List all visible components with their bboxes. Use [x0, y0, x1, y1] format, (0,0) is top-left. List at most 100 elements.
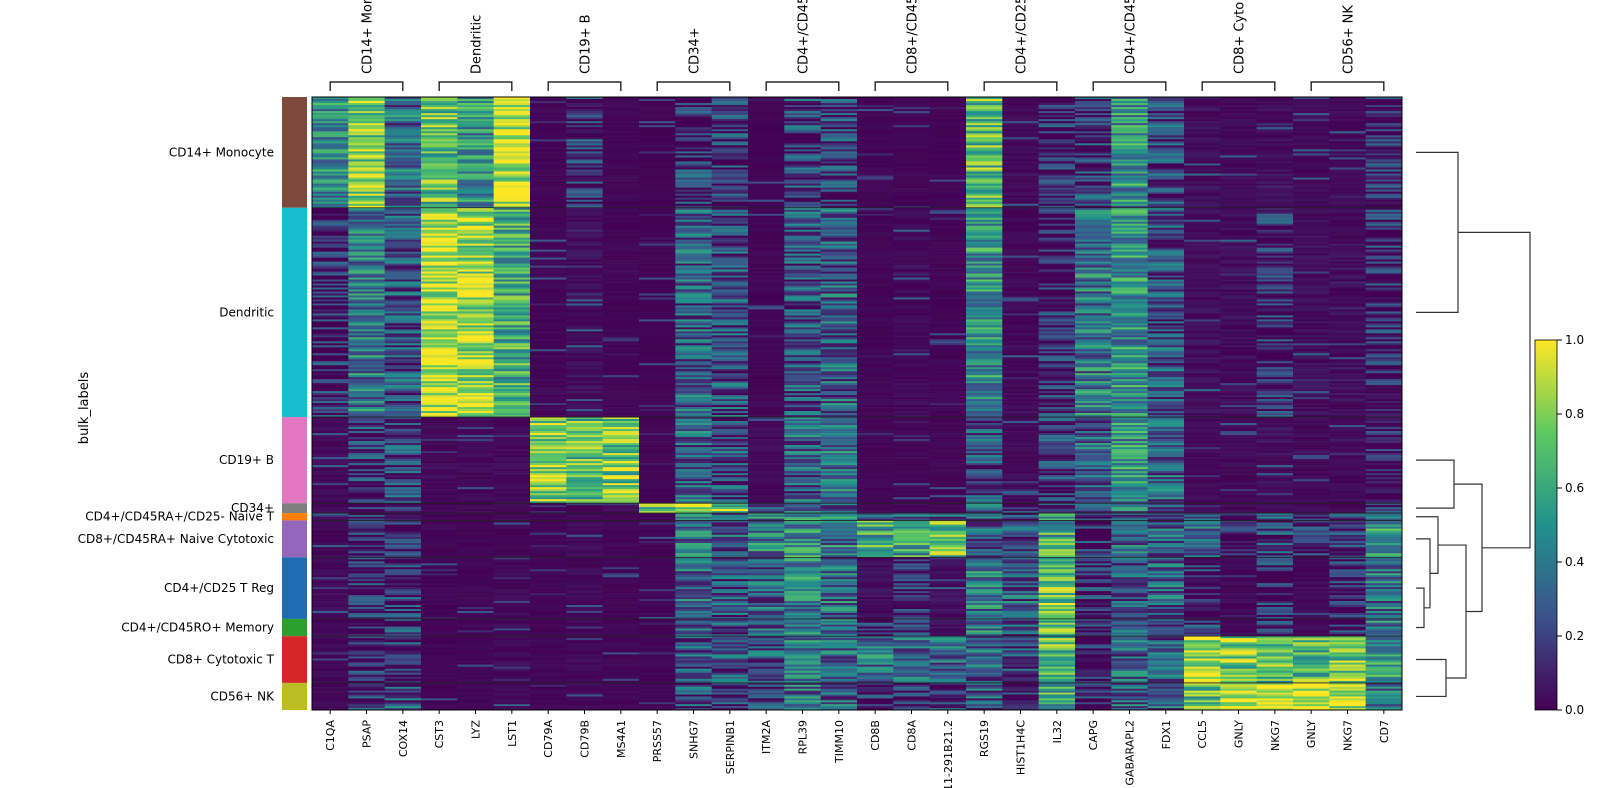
heat-cell — [966, 189, 1003, 192]
heat-cell — [929, 369, 967, 372]
heat-cell — [421, 363, 458, 366]
heat-cell — [1184, 309, 1221, 312]
heat-cell — [929, 279, 967, 282]
heat-cell — [384, 319, 422, 322]
heat-cell — [348, 271, 386, 274]
heat-cell — [530, 123, 567, 126]
heat-cell — [784, 277, 822, 280]
heat-cell — [457, 367, 495, 370]
heat-cell — [348, 209, 386, 213]
heat-cell — [348, 167, 386, 170]
heat-cell — [530, 339, 567, 342]
heat-cell — [1220, 149, 1258, 152]
heat-cell — [748, 349, 785, 352]
heat-cell — [421, 479, 458, 482]
heat-cell — [602, 189, 640, 192]
heat-cell — [748, 389, 785, 392]
heat-cell — [530, 327, 567, 330]
heat-cell — [711, 97, 749, 100]
heat-cell — [493, 99, 531, 102]
heat-cell — [1038, 353, 1076, 356]
heat-cell — [348, 229, 386, 232]
heat-cell — [421, 391, 458, 394]
heat-cell — [348, 421, 386, 424]
heat-cell — [675, 301, 713, 304]
heat-cell — [348, 97, 386, 100]
heat-cell — [1111, 195, 1149, 199]
heat-cell — [711, 415, 749, 418]
heat-cell — [784, 147, 822, 150]
heat-cell — [748, 159, 785, 162]
heat-cell — [1329, 187, 1367, 190]
heat-cell — [1002, 217, 1040, 221]
heat-cell — [1184, 211, 1221, 215]
heat-cell — [1111, 351, 1149, 354]
heat-cell — [1184, 393, 1221, 396]
heat-cell — [1111, 391, 1149, 394]
heat-cell — [384, 327, 422, 330]
heat-cell — [602, 399, 640, 402]
heat-cell — [1293, 223, 1330, 227]
heat-cell — [348, 363, 386, 366]
heat-cell — [1365, 217, 1403, 221]
category-label: CD4+/CD45RA+/CD25- Naive T — [85, 510, 274, 524]
heat-cell — [1075, 339, 1112, 342]
heat-cell — [1184, 365, 1221, 368]
heat-cell — [602, 105, 640, 108]
heat-cell — [1365, 253, 1403, 256]
heat-cell — [566, 137, 604, 140]
heat-cell — [493, 239, 531, 242]
heat-cell — [675, 97, 713, 100]
heat-cell — [857, 369, 894, 372]
heat-cell — [312, 205, 349, 209]
heat-cell — [566, 347, 604, 350]
heat-cell — [384, 453, 422, 456]
heat-cell — [929, 97, 967, 100]
heat-cell — [1111, 233, 1149, 236]
heat-cell — [784, 219, 822, 223]
heat-cell — [602, 305, 640, 308]
heat-cell — [1038, 139, 1076, 142]
heat-cell — [348, 223, 386, 227]
heat-cell — [675, 315, 713, 318]
heat-cell — [1147, 403, 1185, 406]
heat-cell — [1038, 167, 1076, 170]
heat-cell — [857, 327, 894, 330]
heat-cell — [312, 429, 349, 432]
heat-cell — [421, 301, 458, 304]
heat-cell — [1256, 219, 1294, 223]
heat-cell — [566, 267, 604, 270]
heat-cell — [1365, 367, 1403, 370]
heat-cell — [748, 169, 785, 172]
heat-cell — [929, 321, 967, 324]
heat-cell — [820, 323, 858, 326]
heat-cell — [312, 411, 349, 414]
heat-cell — [820, 213, 858, 217]
heat-cell — [893, 325, 931, 328]
heat-cell — [675, 299, 713, 302]
heat-cell — [1038, 361, 1076, 364]
heat-cell — [1220, 151, 1258, 154]
heat-cell — [566, 269, 604, 272]
heat-cell — [348, 467, 386, 470]
heat-cell — [457, 307, 495, 310]
heat-cell — [1002, 205, 1040, 209]
heat-cell — [857, 319, 894, 322]
heat-cell — [457, 413, 495, 416]
heat-cell — [566, 379, 604, 382]
heat-cell — [348, 337, 386, 340]
heat-cell — [748, 271, 785, 274]
heat-cell — [1184, 219, 1221, 223]
heat-cell — [748, 379, 785, 382]
heat-cell — [966, 257, 1003, 260]
heat-cell — [675, 179, 713, 182]
heat-cell — [312, 393, 349, 396]
heat-cell — [1002, 135, 1040, 138]
heat-cell — [893, 123, 931, 126]
heat-cell — [312, 365, 349, 368]
heat-cell — [530, 363, 567, 366]
heat-cell — [348, 219, 386, 223]
heat-cell — [1147, 325, 1185, 328]
heat-cell — [748, 127, 785, 130]
heat-cell — [1293, 359, 1330, 362]
